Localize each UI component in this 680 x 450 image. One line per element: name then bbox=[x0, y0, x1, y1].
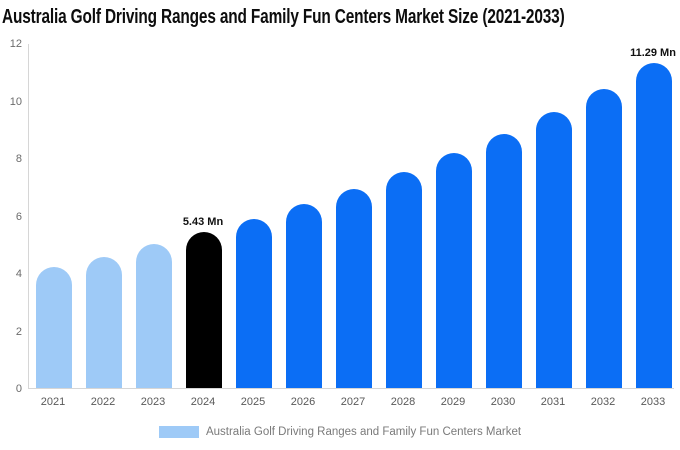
chart-title: Australia Golf Driving Ranges and Family… bbox=[2, 6, 565, 28]
x-tick-label: 2029 bbox=[440, 396, 466, 408]
bar-2021 bbox=[36, 267, 72, 388]
x-tick-label: 2033 bbox=[640, 396, 666, 408]
legend-swatch bbox=[158, 426, 199, 438]
bar-2030 bbox=[486, 133, 522, 388]
x-tick-label: 2026 bbox=[290, 396, 316, 408]
x-tick-label: 2030 bbox=[490, 396, 516, 408]
x-tick-label: 2021 bbox=[40, 396, 66, 408]
x-tick-label: 2022 bbox=[90, 396, 116, 408]
bar-2022 bbox=[86, 257, 122, 388]
bar-2024 bbox=[186, 231, 222, 388]
bar-2033 bbox=[636, 63, 672, 388]
y-tick-label: 8 bbox=[15, 153, 22, 165]
y-tick-label: 2 bbox=[15, 325, 22, 338]
y-tick-label: 4 bbox=[15, 268, 22, 280]
y-tick-label: 10 bbox=[9, 95, 22, 108]
bar-2026 bbox=[286, 204, 322, 388]
plot-area bbox=[28, 44, 674, 389]
bar-2032 bbox=[586, 88, 622, 388]
x-tick-label: 2027 bbox=[340, 396, 366, 408]
y-tick-label: 0 bbox=[15, 383, 22, 395]
bar-2023 bbox=[136, 244, 172, 388]
y-tick-label: 12 bbox=[9, 38, 22, 50]
x-tick-label: 2024 bbox=[190, 396, 216, 408]
bar-value-label: 5.43 Mn bbox=[182, 215, 224, 228]
x-tick-label: 2028 bbox=[390, 396, 416, 408]
bar-2029 bbox=[436, 153, 472, 388]
x-tick-label: 2031 bbox=[540, 396, 566, 408]
bar-2027 bbox=[336, 188, 372, 388]
bar-2028 bbox=[386, 171, 422, 388]
legend: Australia Golf Driving Ranges and Family… bbox=[0, 426, 680, 438]
legend-label: Australia Golf Driving Ranges and Family… bbox=[205, 426, 522, 438]
bar-2031 bbox=[536, 112, 572, 388]
bar-2025 bbox=[236, 218, 272, 388]
x-tick-label: 2023 bbox=[140, 396, 166, 408]
bar-value-label: 11.29 Mn bbox=[630, 47, 676, 60]
x-tick-label: 2032 bbox=[590, 396, 616, 408]
x-tick-label: 2025 bbox=[240, 396, 266, 408]
y-tick-label: 6 bbox=[15, 210, 22, 223]
